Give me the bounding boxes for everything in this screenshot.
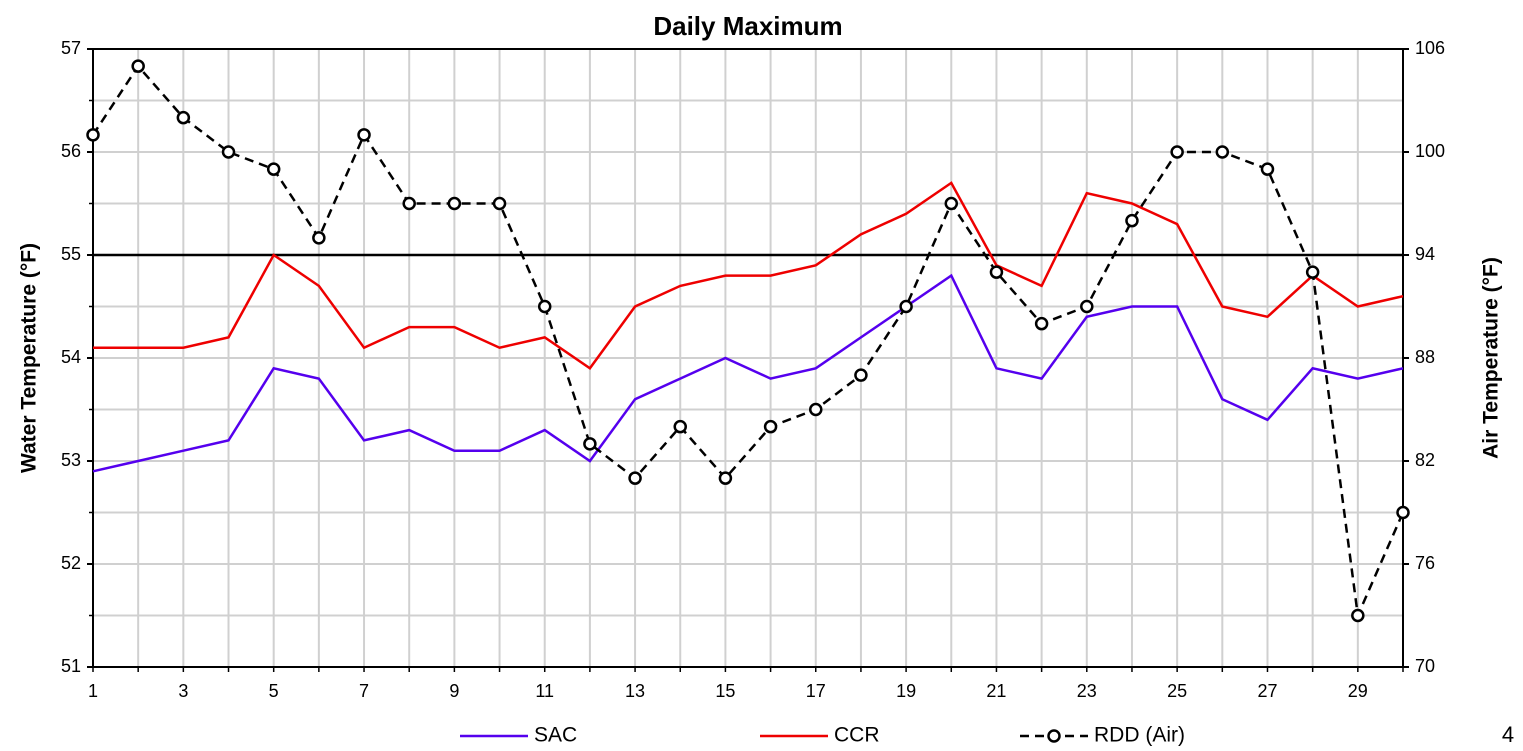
y-tick-label: 54 <box>61 347 81 367</box>
point <box>357 128 371 142</box>
point <box>673 419 687 434</box>
y-tick-label: 57 <box>61 38 81 58</box>
x-tick-label: 27 <box>1257 681 1277 701</box>
x-tick-label: 15 <box>715 681 735 701</box>
y2-tick-label: 82 <box>1415 450 1435 470</box>
plot-frame <box>92 48 1404 668</box>
legend-label: SAC <box>534 724 577 747</box>
x-tick-label: 25 <box>1167 681 1187 701</box>
y-tick-label: 53 <box>61 450 81 470</box>
point <box>1305 265 1320 279</box>
point <box>1080 299 1094 314</box>
y2-tick-label: 94 <box>1415 244 1435 264</box>
x-tick-label: 1 <box>88 681 98 701</box>
page-number: 4 <box>1502 722 1514 747</box>
y2-axis-label: Air Temperature (°F) <box>1480 257 1503 459</box>
y-axis-label: Water Temperature (°F) <box>18 243 41 473</box>
point <box>492 196 507 211</box>
point <box>1351 608 1365 623</box>
x-tick-label: 9 <box>449 681 459 701</box>
y2-tick-label: 100 <box>1415 141 1445 161</box>
point <box>402 196 416 211</box>
point <box>1215 145 1230 159</box>
point <box>944 196 959 211</box>
point <box>266 162 281 176</box>
x-tick-label: 17 <box>806 681 826 701</box>
x-tick-label: 5 <box>269 681 279 701</box>
point <box>86 128 100 142</box>
y2-tick-label: 70 <box>1415 656 1435 676</box>
x-tick-label: 29 <box>1348 681 1368 701</box>
point <box>628 471 642 485</box>
legend-label: CCR <box>834 724 880 747</box>
x-tick-label: 3 <box>178 681 188 701</box>
point <box>899 299 913 314</box>
point <box>1260 162 1275 176</box>
x-tick-label: 23 <box>1077 681 1097 701</box>
point <box>537 299 552 314</box>
y2-tick-label: 88 <box>1415 347 1435 367</box>
series-line <box>91 64 1405 621</box>
y-tick-label: 52 <box>61 553 81 573</box>
x-tick-label: 21 <box>986 681 1006 701</box>
point <box>718 471 733 485</box>
chart-title: Daily Maximum <box>653 11 842 41</box>
x-tick-label: 7 <box>359 681 369 701</box>
point <box>176 110 191 125</box>
y-tick-label: 56 <box>61 141 81 161</box>
x-tick-label: 13 <box>625 681 645 701</box>
legend-marker <box>1047 729 1061 743</box>
point <box>447 196 462 211</box>
point <box>131 59 145 73</box>
point <box>989 265 1004 279</box>
point <box>221 145 236 159</box>
point <box>854 368 868 382</box>
x-tick-label: 11 <box>535 681 554 701</box>
point <box>1034 316 1049 331</box>
x-tick-label: 19 <box>896 681 916 701</box>
point <box>1125 213 1139 228</box>
y-tick-label: 55 <box>61 244 81 264</box>
y-tick-label: 51 <box>61 656 81 676</box>
series-line <box>93 181 1404 371</box>
point <box>312 231 326 245</box>
point <box>1170 145 1184 159</box>
series-line <box>92 273 1404 473</box>
y2-tick-label: 76 <box>1415 553 1435 573</box>
legend-label: RDD (Air) <box>1094 724 1185 747</box>
point <box>763 419 778 434</box>
y2-tick-label: 106 <box>1415 38 1445 58</box>
point <box>583 437 597 451</box>
point <box>809 402 823 417</box>
point <box>1396 505 1410 520</box>
